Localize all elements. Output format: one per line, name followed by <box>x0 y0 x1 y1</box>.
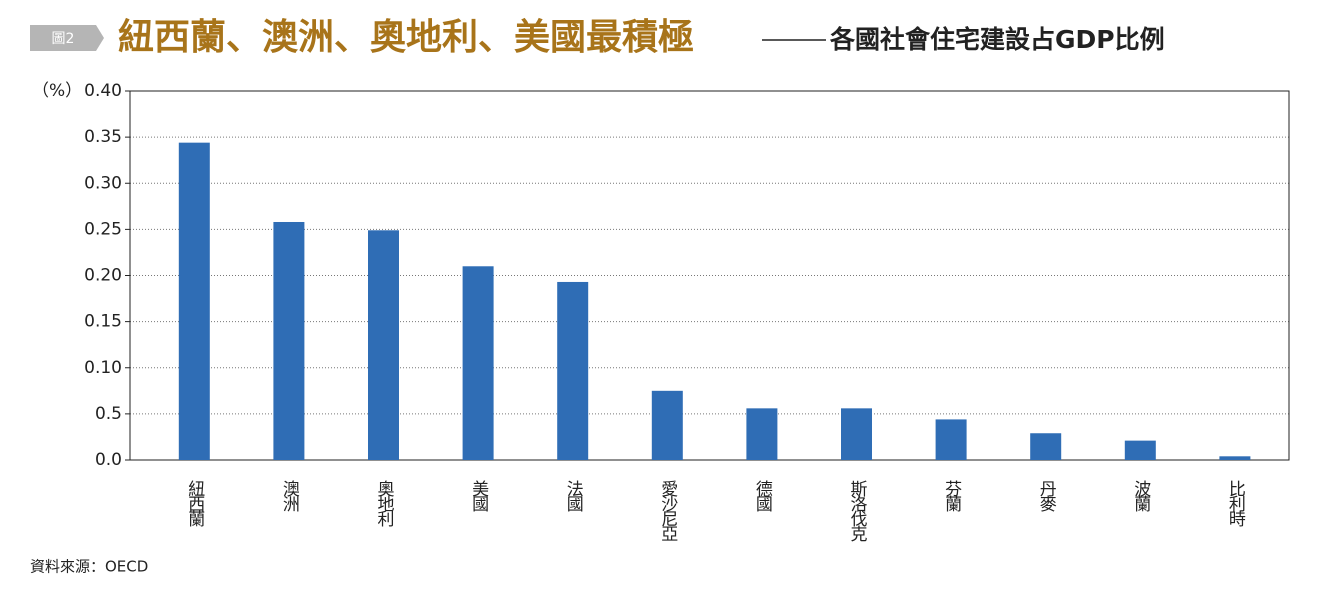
plot-frame <box>129 90 1290 461</box>
x-tick-label: 紐西蘭 <box>184 480 205 527</box>
y-tick-label: 0.30 <box>84 173 122 193</box>
chart-title: 紐西蘭、澳洲、奧地利、美國最積極 <box>118 16 694 58</box>
y-tick-label: 0.10 <box>84 358 122 378</box>
y-tick-label: 0.5 <box>95 404 122 424</box>
bar <box>935 419 967 460</box>
bar <box>273 221 305 460</box>
bar <box>178 142 210 460</box>
bar <box>1030 433 1062 460</box>
x-tick-label: 丹麥 <box>1036 480 1057 512</box>
y-tick-label: 0.20 <box>84 266 122 286</box>
badge: 圖2 <box>52 31 75 47</box>
bar <box>368 230 399 460</box>
x-tick-label: 德國 <box>752 480 773 512</box>
bar <box>1124 440 1156 460</box>
x-tick-label: 愛沙尼亞 <box>657 480 678 541</box>
x-tick-label: 法國 <box>563 480 584 512</box>
y-axis-label: （%） <box>32 81 82 101</box>
bar <box>1219 456 1251 460</box>
y-tick-label: 0.25 <box>84 219 122 239</box>
x-tick-label: 奧地利 <box>374 480 395 527</box>
x-tick-label: 斯洛伐克 <box>847 480 868 542</box>
x-tick-label: 澳洲 <box>279 480 300 512</box>
chart-subtitle: 各國社會住宅建設占GDP比例 <box>829 25 1165 54</box>
bar <box>651 390 683 460</box>
source: 資料來源：OECD <box>30 558 148 576</box>
x-tick-label: 美國 <box>468 480 489 512</box>
y-tick-label: 0.35 <box>84 127 122 147</box>
x-tick-label: 芬蘭 <box>941 480 962 512</box>
x-tick-label: 比利時 <box>1225 480 1246 527</box>
y-tick-label: 0.40 <box>84 81 122 101</box>
bar <box>746 408 778 460</box>
bar <box>841 408 872 460</box>
y-tick-label: 0.0 <box>95 450 122 470</box>
badge-shape <box>30 25 104 51</box>
bar <box>462 266 494 460</box>
y-tick-label: 0.15 <box>84 312 122 332</box>
x-tick-label: 波蘭 <box>1130 480 1151 512</box>
bar <box>557 281 589 460</box>
